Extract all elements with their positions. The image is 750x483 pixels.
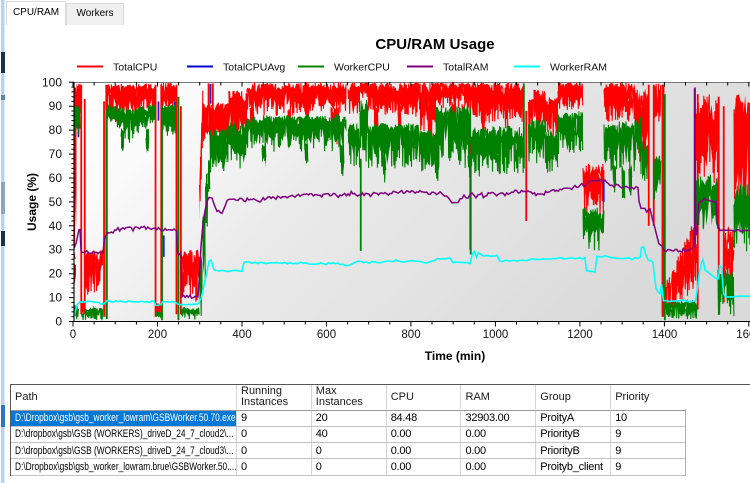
- svg-text:600: 600: [317, 329, 336, 341]
- svg-text:30: 30: [49, 243, 63, 257]
- svg-text:WorkerCPU: WorkerCPU: [334, 62, 390, 74]
- svg-text:60: 60: [49, 171, 63, 185]
- svg-text:100: 100: [42, 75, 62, 89]
- svg-text:90: 90: [49, 99, 63, 113]
- svg-text:20: 20: [49, 267, 63, 281]
- svg-text:1200: 1200: [567, 329, 593, 341]
- svg-text:0: 0: [70, 329, 76, 341]
- svg-text:400: 400: [232, 329, 251, 341]
- svg-text:1400: 1400: [652, 329, 678, 341]
- svg-text:TotalCPU: TotalCPU: [113, 62, 157, 74]
- svg-text:1000: 1000: [483, 329, 509, 341]
- svg-text:70: 70: [49, 147, 63, 161]
- svg-text:200: 200: [148, 329, 167, 341]
- svg-text:TotalRAM: TotalRAM: [443, 62, 489, 74]
- svg-text:80: 80: [49, 123, 63, 137]
- svg-text:40: 40: [49, 219, 63, 233]
- svg-text:10: 10: [49, 291, 63, 305]
- svg-text:TotalCPUAvg: TotalCPUAvg: [223, 62, 285, 74]
- svg-text:1600: 1600: [736, 329, 750, 341]
- svg-text:0: 0: [55, 315, 62, 329]
- svg-text:WorkerRAM: WorkerRAM: [550, 62, 607, 74]
- svg-text:800: 800: [401, 329, 420, 341]
- svg-text:CPU/RAM Usage: CPU/RAM Usage: [375, 36, 494, 53]
- svg-text:Time (min): Time (min): [425, 349, 485, 363]
- svg-text:50: 50: [49, 195, 63, 209]
- svg-text:Usage (%): Usage (%): [25, 173, 39, 231]
